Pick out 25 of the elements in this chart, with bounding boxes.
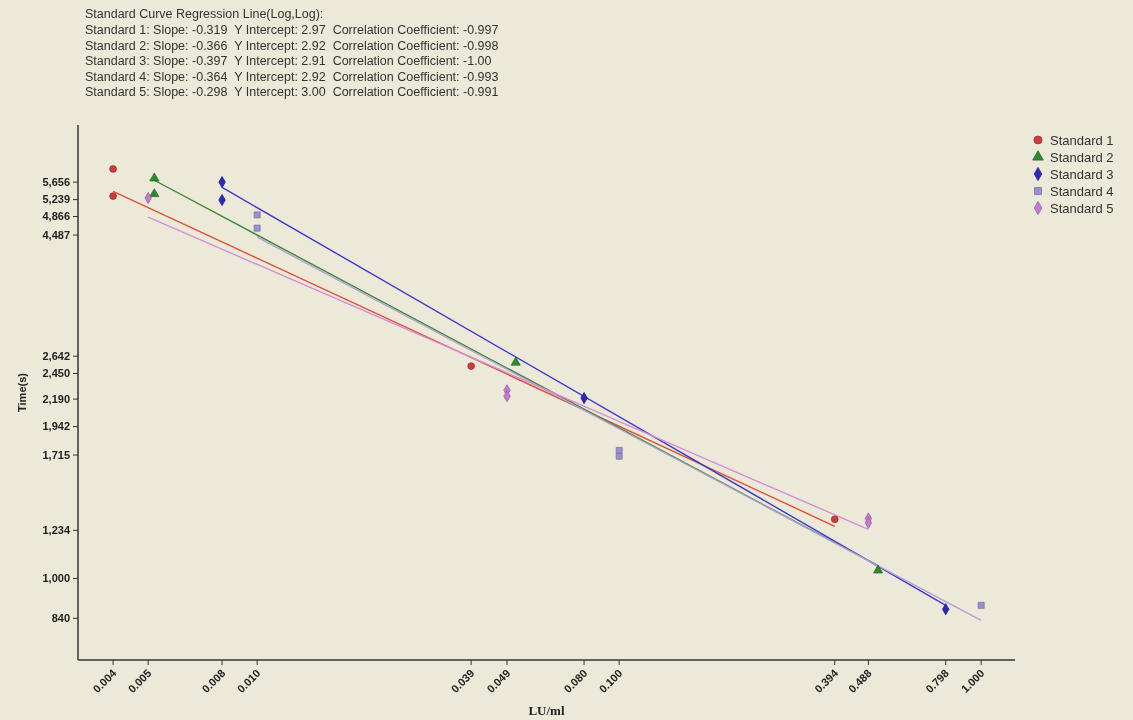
y-tick-label: 2,190 <box>42 392 70 405</box>
y-tick-label: 5,239 <box>42 193 70 206</box>
y-axis-title: Time(s) <box>16 372 28 412</box>
y-tick-label: 840 <box>51 612 70 625</box>
y-tick-label: 4,866 <box>42 210 70 223</box>
text: Standard 5: Slope: -0.298 Y Intercept: 3.00 Correlation Coefficient: -0.991 <box>85 85 499 99</box>
y-tick-label: 1,234 <box>42 524 71 537</box>
legend-label: Standard 5 <box>1050 200 1114 216</box>
y-tick-label: 5,656 <box>42 175 70 188</box>
y-tick-label: 1,715 <box>42 448 70 461</box>
legend-label: Standard 3 <box>1050 166 1114 182</box>
text: Standard 4: Slope: -0.364 Y Intercept: 2.92 Correlation Coefficient: -0.993 <box>85 69 499 84</box>
y-tick-label: 1,000 <box>42 572 70 585</box>
y-tick-label: 1,942 <box>42 420 70 433</box>
legend-label: Standard 1 <box>1050 132 1114 148</box>
chart-title: Standard Curve Regression Line(Log,Log): <box>85 7 324 21</box>
legend-label: Standard 2 <box>1050 149 1114 165</box>
y-tick-label: 4,487 <box>42 228 70 241</box>
text: Standard 1: Slope: -0.319 Y Intercept: 2.97 Correlation Coefficient: -0.997 <box>85 23 499 37</box>
text: Standard 3: Slope: -0.397 Y Intercept: 2.91 Correlation Coefficient: -1.00 <box>85 54 492 68</box>
y-tick-label: 2,450 <box>42 367 70 380</box>
legend-label: Standard 4 <box>1050 183 1114 199</box>
x-axis-title: LU/ml <box>528 703 565 718</box>
text: Standard 2: Slope: -0.366 Y Intercept: 2.92 Correlation Coefficient: -0.998 <box>85 38 499 53</box>
y-tick-label: 2,642 <box>42 350 70 363</box>
